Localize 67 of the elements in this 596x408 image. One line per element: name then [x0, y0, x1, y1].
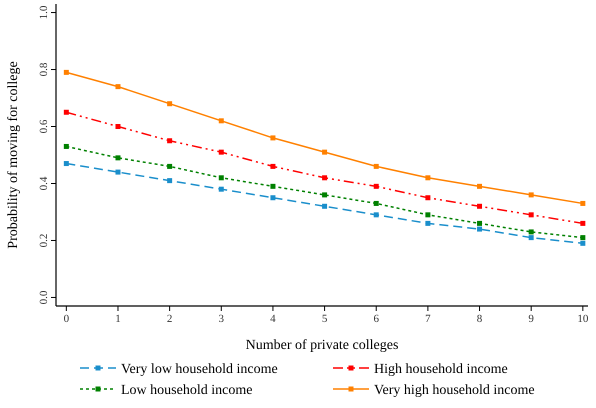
point	[270, 195, 276, 200]
point	[115, 84, 120, 90]
point	[425, 175, 430, 180]
point	[322, 150, 328, 155]
legend-label: Very low household income	[121, 362, 278, 377]
point	[322, 175, 328, 180]
point	[528, 235, 534, 240]
point	[218, 186, 224, 192]
point	[425, 220, 430, 226]
x-tick-label: 1	[115, 313, 121, 325]
point	[64, 161, 69, 166]
y-axis-title: Probability of moving for college	[6, 61, 21, 249]
point	[477, 204, 482, 209]
point	[528, 192, 534, 198]
x-axis-title: Number of private colleges	[246, 338, 398, 353]
point	[218, 175, 224, 180]
y-tick-label: 0.2	[38, 234, 50, 248]
point	[374, 212, 379, 218]
point	[218, 150, 224, 155]
point	[167, 178, 172, 184]
point	[270, 184, 276, 189]
point	[477, 220, 482, 226]
x-tick-label: 8	[476, 313, 483, 325]
point	[322, 192, 328, 198]
point	[528, 229, 534, 234]
point	[218, 118, 224, 124]
y-tick-label: 0.8	[38, 62, 50, 76]
legend-label: Very high household income	[374, 383, 535, 398]
point	[374, 200, 379, 206]
point	[270, 135, 276, 140]
point	[167, 101, 172, 106]
point	[115, 124, 120, 130]
legend-label: High household income	[374, 362, 508, 377]
point	[167, 164, 172, 169]
x-tick-label: 6	[373, 313, 380, 325]
x-tick-label: 5	[322, 313, 328, 325]
point	[425, 195, 430, 200]
point	[580, 200, 586, 206]
point	[374, 184, 379, 189]
point	[528, 212, 534, 218]
x-tick-label: 10	[577, 313, 589, 325]
point	[580, 220, 586, 226]
point	[477, 226, 482, 232]
x-tick-label: 0	[64, 313, 70, 325]
point	[477, 184, 482, 189]
point	[425, 212, 430, 218]
point	[115, 170, 120, 175]
point	[270, 164, 276, 169]
point	[322, 204, 328, 209]
y-tick-label: 0.6	[38, 119, 50, 134]
point	[115, 155, 120, 160]
legend-label: Low household income	[121, 383, 252, 398]
y-tick-label: 1.0	[38, 5, 50, 20]
point	[167, 138, 172, 144]
x-tick-label: 2	[166, 313, 172, 325]
x-tick-label: 3	[218, 313, 225, 325]
point	[64, 144, 69, 149]
x-tick-label: 9	[528, 313, 534, 325]
x-tick-label: 4	[270, 313, 276, 325]
y-tick-label: 0.0	[38, 290, 50, 304]
point	[580, 240, 586, 246]
point	[64, 110, 69, 115]
point	[580, 235, 586, 240]
point	[374, 164, 379, 169]
x-tick-label: 7	[425, 313, 432, 325]
point	[64, 70, 69, 75]
y-tick-label: 0.4	[38, 176, 50, 190]
